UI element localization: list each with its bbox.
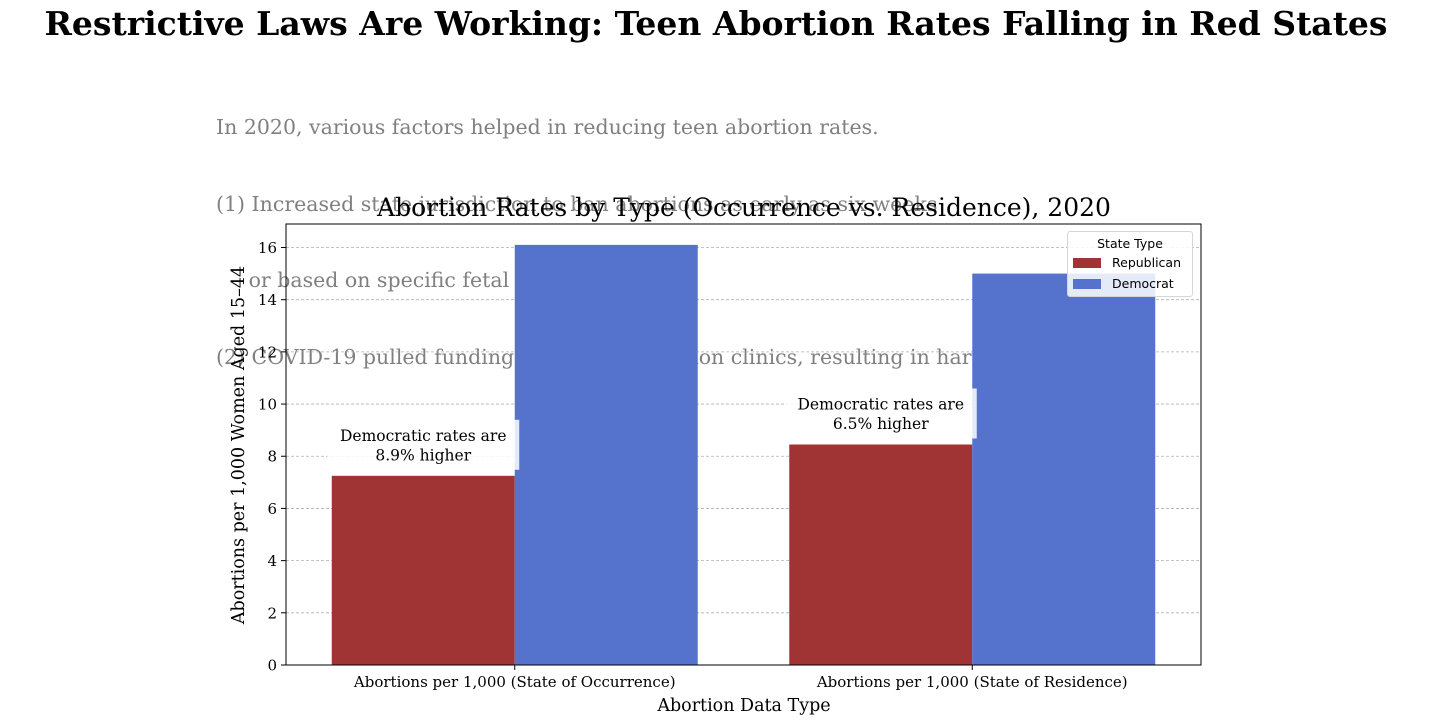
bars: [331, 244, 1156, 665]
legend-swatch: [1073, 278, 1101, 289]
subtitle: In 2020, various factors helped in reduc…: [216, 64, 1150, 396]
y-tick-label: 8: [267, 448, 277, 466]
page-title: Restrictive Laws Are Working: Teen Abort…: [44, 4, 1388, 43]
y-tick-label: 4: [267, 552, 277, 570]
chart-title: Abortion Rates by Type (Occurrence vs. R…: [376, 193, 1111, 222]
legend-title: State Type: [1097, 236, 1163, 251]
legend-swatch: [1073, 257, 1101, 268]
y-tick-label: 16: [258, 239, 277, 257]
y-tick-label: 12: [258, 343, 277, 361]
legend-item-democrat: Democrat: [1068, 273, 1192, 294]
x-axis-label: Abortion Data Type: [656, 696, 830, 716]
subtitle-line: In 2020, various factors helped in reduc…: [216, 115, 879, 139]
y-axis-label: Abortions per 1,000 Women Aged 15–44: [229, 266, 249, 625]
subtitle-line: (1) Increased state jurisdiction to ban …: [216, 191, 938, 216]
plot-frame: [285, 223, 1202, 666]
legend-label: Democrat: [1112, 276, 1174, 291]
legend: State Type Republican Democrat: [1067, 231, 1193, 297]
bar-republican: [789, 444, 973, 665]
y-tick-label: 6: [267, 500, 277, 518]
y-tick-label: 14: [258, 291, 277, 309]
legend-item-republican: Republican: [1068, 252, 1192, 273]
y-tick-label: 10: [258, 396, 277, 414]
annotation-box: [784, 388, 977, 439]
annotation-text: 6.5% higher: [833, 415, 929, 433]
bar-republican: [331, 475, 515, 665]
annotation-text: 8.9% higher: [375, 446, 471, 464]
bar-democrat: [514, 244, 698, 665]
annotation-text: Democratic rates are: [340, 427, 507, 445]
y-tick-label: 0: [267, 657, 277, 675]
bar-democrat: [972, 273, 1156, 665]
x-tick-label: Abortions per 1,000 (State of Residence): [816, 673, 1128, 691]
annotation-text: Democratic rates are: [797, 396, 964, 414]
axes: 0 2 4 6 8 10 12 14 16 Abortions per 1,000 (State …: [258, 223, 1202, 691]
legend-label: Republican: [1112, 255, 1182, 270]
annotation-box: [327, 419, 520, 470]
y-tick-label: 2: [267, 604, 277, 622]
x-tick-label: Abortions per 1,000 (State of Occurrence…: [353, 673, 676, 691]
